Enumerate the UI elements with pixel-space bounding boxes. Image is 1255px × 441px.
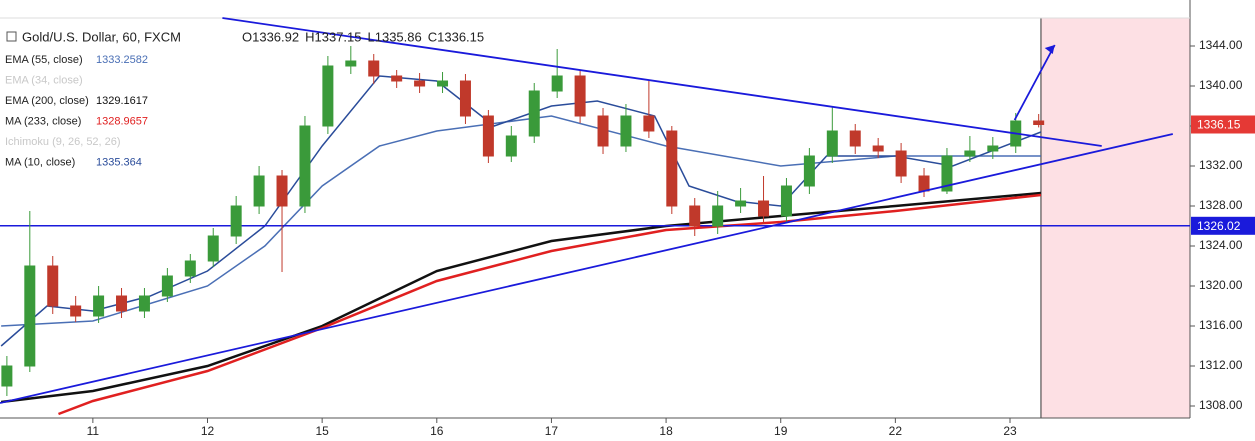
candle-body bbox=[368, 60, 380, 77]
candle-body bbox=[93, 295, 105, 317]
trendline bbox=[1013, 44, 1056, 121]
legend: Gold/U.S. Dollar, 60, FXCM O1336.92 H1337.… bbox=[5, 29, 484, 168]
candle-body bbox=[299, 125, 311, 207]
candle-body bbox=[414, 80, 426, 87]
indicator-name: Ichimoku (9, 26, 52, 26) bbox=[5, 136, 121, 148]
candle-body bbox=[116, 295, 128, 312]
x-tick-label: 17 bbox=[545, 424, 559, 438]
level-label: 1326.02 bbox=[1197, 219, 1241, 233]
candle-body bbox=[551, 75, 563, 92]
candle-body bbox=[826, 130, 838, 157]
candle-body bbox=[161, 275, 173, 297]
candle-body bbox=[24, 265, 36, 367]
candle-body bbox=[620, 115, 632, 147]
candle-body bbox=[689, 205, 701, 227]
candle-body bbox=[895, 150, 907, 177]
candle-body bbox=[666, 130, 678, 207]
y-tick-label: 1328.00 bbox=[1199, 198, 1243, 212]
future-region bbox=[1040, 18, 1190, 418]
level-box bbox=[1191, 216, 1255, 235]
candle-body bbox=[941, 155, 953, 192]
candle-body bbox=[138, 295, 150, 312]
candle-body bbox=[391, 75, 403, 82]
candle-body bbox=[345, 60, 357, 67]
trendline bbox=[0, 133, 1174, 404]
indicator-name: EMA (200, close) bbox=[5, 95, 89, 107]
y-tick-label: 1332.00 bbox=[1199, 158, 1243, 172]
ohlc-value: H1337.15 bbox=[305, 29, 361, 44]
candle-body bbox=[184, 260, 196, 277]
candle-body bbox=[758, 200, 770, 217]
x-tick-label: 22 bbox=[889, 424, 903, 438]
candle-body bbox=[1, 365, 13, 387]
candle-body bbox=[597, 115, 609, 147]
last-price-box bbox=[1191, 115, 1255, 134]
x-tick-label: 16 bbox=[430, 424, 444, 438]
candle-body bbox=[643, 115, 655, 132]
ohlc-value: C1336.15 bbox=[428, 29, 484, 44]
indicator-name: EMA (55, close) bbox=[5, 54, 83, 66]
candle-body bbox=[437, 80, 449, 87]
y-tick-label: 1320.00 bbox=[1199, 278, 1243, 292]
indicator-line bbox=[0, 75, 1042, 347]
indicator-name: EMA (34, close) bbox=[5, 74, 83, 86]
candle-body bbox=[964, 150, 976, 157]
candle-body bbox=[459, 80, 471, 117]
y-tick-label: 1316.00 bbox=[1199, 318, 1243, 332]
candle-body bbox=[505, 135, 517, 157]
candle-body bbox=[987, 145, 999, 152]
candle-body bbox=[230, 205, 242, 237]
candle-body bbox=[918, 175, 930, 192]
ohlc-value: O1336.92 bbox=[242, 29, 299, 44]
x-tick-label: 15 bbox=[315, 424, 329, 438]
candle-body bbox=[70, 305, 82, 317]
y-tick-label: 1312.00 bbox=[1199, 358, 1243, 372]
candle-body bbox=[872, 145, 884, 152]
indicator-value: 1329.1617 bbox=[96, 95, 148, 107]
indicator-name: MA (10, close) bbox=[5, 156, 75, 168]
candle-body bbox=[849, 130, 861, 147]
x-tick-label: 23 bbox=[1003, 424, 1017, 438]
candle-body bbox=[735, 200, 747, 207]
indicator-line bbox=[58, 193, 1042, 416]
candle-body bbox=[780, 185, 792, 217]
candle-body bbox=[574, 75, 586, 117]
candle-body bbox=[207, 235, 219, 262]
ohlc-value: L1335.86 bbox=[368, 29, 422, 44]
legend-title: Gold/U.S. Dollar, 60, FXCM bbox=[22, 29, 181, 44]
candle-body bbox=[528, 90, 540, 137]
candle-body bbox=[482, 115, 494, 157]
y-tick-label: 1324.00 bbox=[1199, 238, 1243, 252]
y-tick-label: 1308.00 bbox=[1199, 398, 1243, 412]
x-tick-label: 12 bbox=[201, 424, 215, 438]
candle-body bbox=[803, 155, 815, 187]
candle-body bbox=[276, 175, 288, 207]
candle-body bbox=[712, 205, 724, 227]
x-tick-label: 19 bbox=[774, 424, 788, 438]
y-tick-label: 1344.00 bbox=[1199, 38, 1243, 52]
x-tick-label: 18 bbox=[659, 424, 673, 438]
candle-body bbox=[253, 175, 265, 207]
trendline bbox=[222, 17, 1102, 147]
collapse-icon bbox=[6, 31, 17, 42]
candle-body bbox=[47, 265, 59, 307]
candle-body bbox=[322, 65, 334, 127]
indicator-value: 1335.364 bbox=[96, 156, 142, 168]
indicator-line bbox=[1, 115, 1041, 327]
indicator-value: 1328.9657 bbox=[96, 115, 148, 127]
arrow-head bbox=[1044, 45, 1055, 54]
indicator-value: 1333.2582 bbox=[96, 54, 148, 66]
y-tick-label: 1340.00 bbox=[1199, 78, 1243, 92]
last-price-label: 1336.15 bbox=[1197, 118, 1241, 132]
indicator-name: MA (233, close) bbox=[5, 115, 81, 127]
x-tick-label: 11 bbox=[87, 424, 100, 438]
candle-body bbox=[1033, 120, 1045, 125]
